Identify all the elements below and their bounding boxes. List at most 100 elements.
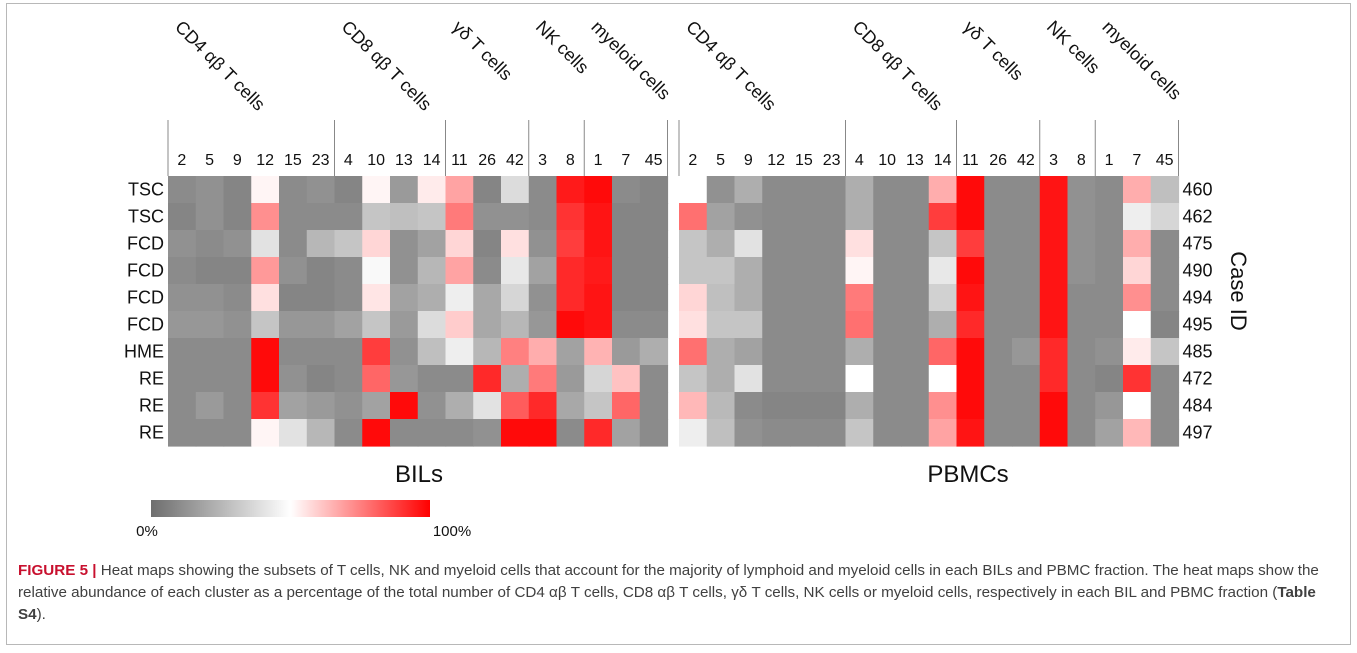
heatmap-cell [956, 284, 985, 312]
group-label: NK cells [1043, 17, 1104, 78]
heatmap-cell [334, 284, 363, 312]
heatmap-cell [195, 284, 225, 312]
heatmap-cell [734, 392, 763, 420]
heatmap-cell [279, 176, 308, 204]
heatmap-cell [1123, 257, 1152, 285]
heatmap-cell [845, 392, 874, 420]
heatmap-cell [501, 257, 530, 285]
cluster-label: 4 [855, 152, 864, 169]
heatmap-cell [168, 203, 197, 231]
case-id-label: 472 [1183, 369, 1213, 389]
heatmap-cell [528, 311, 558, 339]
heatmap-cell [928, 203, 958, 231]
heatmap-cell [334, 230, 363, 258]
heatmap-cell [612, 257, 641, 285]
cluster-label: 42 [1017, 152, 1035, 169]
heatmap-cell [417, 257, 447, 285]
heatmap-cell [390, 419, 419, 447]
heatmap-cell [1067, 203, 1096, 231]
heatmap-cell [501, 230, 530, 258]
heatmap-cell [390, 257, 419, 285]
heatmap-cell [445, 365, 474, 393]
heatmap-cell [1012, 230, 1041, 258]
heatmap-cell [223, 230, 252, 258]
heatmap-cell [734, 284, 763, 312]
heatmap-cell [306, 230, 336, 258]
cluster-label: 5 [205, 152, 214, 169]
case-id-label: 490 [1183, 261, 1213, 281]
heatmap-cell [195, 338, 225, 366]
cluster-label: 13 [395, 152, 413, 169]
row-label: FCD [127, 315, 164, 335]
heatmap-cell [473, 203, 502, 231]
heatmap-cell [223, 284, 252, 312]
heatmap-cell [790, 203, 819, 231]
row-label: HME [124, 342, 164, 362]
heatmap-cell [501, 338, 530, 366]
heatmap-cell [1150, 311, 1180, 339]
cluster-label: 13 [906, 152, 924, 169]
heatmap-cell [390, 203, 419, 231]
heatmap-cell [556, 176, 585, 204]
heatmap-cell [195, 230, 225, 258]
case-id-label: 475 [1183, 234, 1213, 254]
heatmap-cell [790, 392, 819, 420]
heatmap-cell [251, 392, 280, 420]
heatmap-cell [279, 365, 308, 393]
heatmap-cell [390, 311, 419, 339]
heatmap-cell [306, 284, 336, 312]
heatmap-cell [445, 419, 474, 447]
heatmap-cell [734, 230, 763, 258]
heatmap-cell [445, 257, 474, 285]
group-label: γδ T cells [960, 17, 1028, 85]
heatmap-cell [528, 230, 558, 258]
heatmap-cell [679, 176, 708, 204]
heatmap-cell [584, 230, 613, 258]
case-id-label: 485 [1183, 342, 1213, 362]
heatmap-cell [390, 365, 419, 393]
heatmap-cell [417, 365, 447, 393]
heatmap-cell [873, 338, 902, 366]
heatmap-cell [473, 257, 502, 285]
heatmap-cell [817, 230, 847, 258]
heatmap-cell [1123, 419, 1152, 447]
heatmap-cell [195, 392, 225, 420]
heatmap-cell [612, 419, 641, 447]
heatmap-cell [984, 392, 1013, 420]
heatmap-cell [901, 176, 930, 204]
heatmap-cell [1095, 311, 1124, 339]
heatmap-cell [1012, 257, 1041, 285]
cluster-label: 3 [1049, 152, 1058, 169]
heatmap-cell [362, 419, 391, 447]
group-label: myeloid cells [587, 17, 674, 104]
heatmap-cell [362, 284, 391, 312]
heatmap-cell [251, 203, 280, 231]
cluster-label: 1 [1105, 152, 1114, 169]
heatmap-cell [873, 365, 902, 393]
group-label: CD8 αβ T cells [338, 17, 436, 115]
heatmap-cell [706, 203, 736, 231]
heatmap-cell [790, 338, 819, 366]
heatmap-cell [417, 230, 447, 258]
cluster-label: 11 [962, 152, 979, 169]
cluster-label: 9 [233, 152, 242, 169]
heatmap-cell [1039, 365, 1069, 393]
heatmap-cell [1039, 311, 1069, 339]
heatmap-cell [901, 257, 930, 285]
row-label: RE [139, 423, 164, 443]
heatmap-cell [584, 419, 613, 447]
heatmap-cell [984, 176, 1013, 204]
heatmap-cell [639, 419, 669, 447]
heatmap-cell [1012, 176, 1041, 204]
heatmap-cell [279, 392, 308, 420]
heatmap-cell [306, 176, 336, 204]
heatmap-cell [251, 419, 280, 447]
heatmap-cell [362, 230, 391, 258]
heatmap-cell [417, 311, 447, 339]
heatmap-cell [817, 365, 847, 393]
heatmap-cell [195, 257, 225, 285]
heatmap-cell [817, 338, 847, 366]
heatmap-cell [734, 365, 763, 393]
heatmap-cell [473, 392, 502, 420]
